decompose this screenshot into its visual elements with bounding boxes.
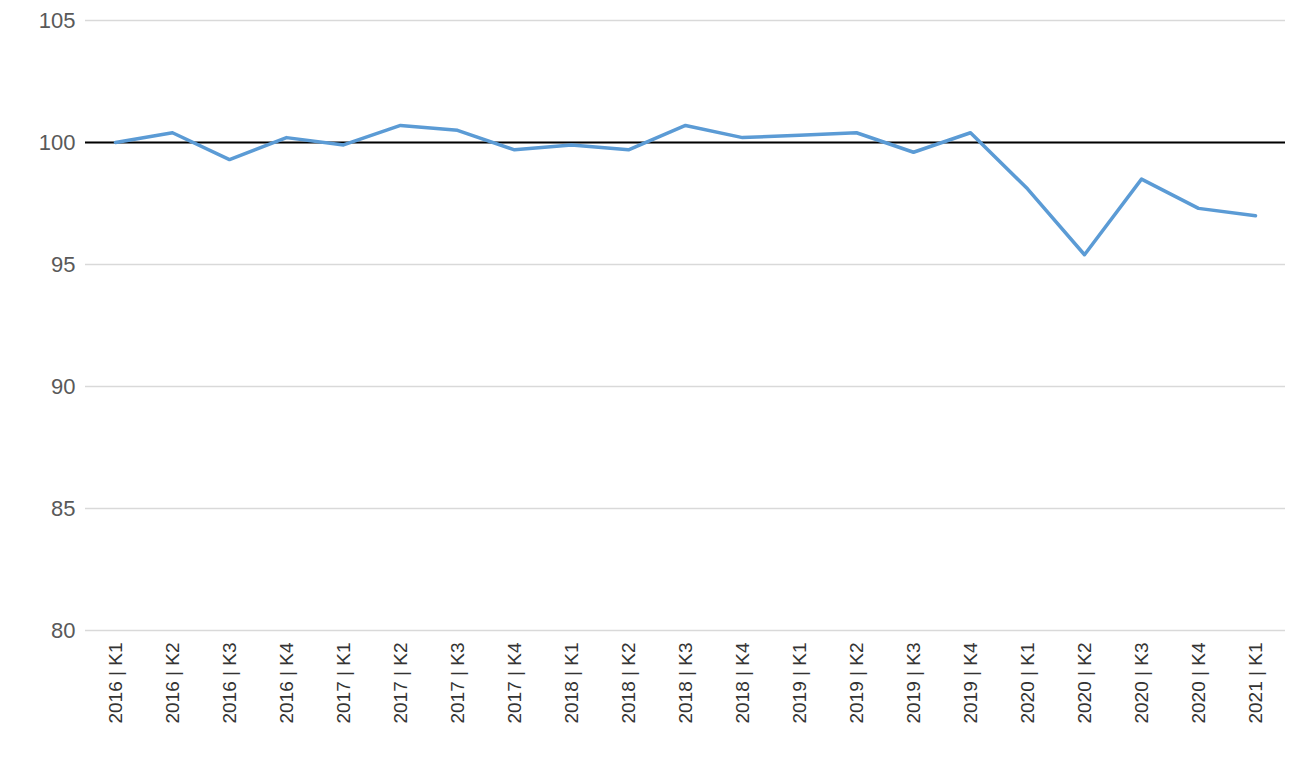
svg-text:2018 | K1: 2018 | K1 bbox=[561, 643, 582, 724]
svg-text:2019 | K2: 2019 | K2 bbox=[846, 643, 867, 724]
svg-text:2017 | K4: 2017 | K4 bbox=[504, 642, 525, 723]
svg-text:80: 80 bbox=[51, 618, 75, 643]
svg-text:2021 | K1: 2021 | K1 bbox=[1245, 643, 1266, 724]
svg-text:2019 | K1: 2019 | K1 bbox=[789, 643, 810, 724]
svg-text:105: 105 bbox=[39, 8, 76, 33]
svg-text:2016 | K3: 2016 | K3 bbox=[219, 643, 240, 724]
svg-text:2016 | K4: 2016 | K4 bbox=[276, 642, 297, 723]
svg-text:2020 | K2: 2020 | K2 bbox=[1074, 643, 1095, 724]
svg-text:90: 90 bbox=[51, 374, 75, 399]
svg-text:2019 | K3: 2019 | K3 bbox=[903, 643, 924, 724]
svg-text:2017 | K1: 2017 | K1 bbox=[333, 643, 354, 724]
svg-text:2019 | K4: 2019 | K4 bbox=[960, 642, 981, 723]
svg-text:2020 | K3: 2020 | K3 bbox=[1131, 643, 1152, 724]
svg-text:2018 | K2: 2018 | K2 bbox=[618, 643, 639, 724]
svg-text:2017 | K3: 2017 | K3 bbox=[447, 643, 468, 724]
svg-text:2016 | K2: 2016 | K2 bbox=[162, 643, 183, 724]
svg-text:2016 | K1: 2016 | K1 bbox=[105, 643, 126, 724]
svg-text:85: 85 bbox=[51, 496, 75, 521]
svg-text:2018 | K3: 2018 | K3 bbox=[675, 643, 696, 724]
svg-text:2020 | K4: 2020 | K4 bbox=[1188, 642, 1209, 723]
svg-text:2017 | K2: 2017 | K2 bbox=[390, 643, 411, 724]
svg-text:2020 | K1: 2020 | K1 bbox=[1017, 643, 1038, 724]
svg-text:100: 100 bbox=[39, 130, 76, 155]
svg-text:2018 | K4: 2018 | K4 bbox=[732, 642, 753, 723]
svg-text:95: 95 bbox=[51, 252, 75, 277]
